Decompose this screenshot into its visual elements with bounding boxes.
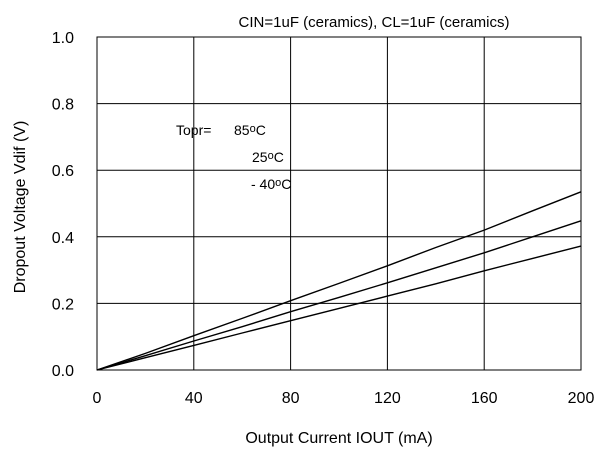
- legend-entry-minus40-value: - 40: [251, 176, 275, 192]
- legend-entry-25-unit: C: [274, 149, 284, 165]
- x-tick-label: 80: [282, 390, 300, 407]
- legend-entry-25: 25oC: [252, 149, 284, 165]
- x-tick-label: 40: [185, 390, 203, 407]
- series-line-1: [96, 220, 582, 371]
- y-tick-labels: 0.0 0.2 0.4 0.6 0.8 1.0: [52, 30, 74, 380]
- legend-entry-85-unit: C: [256, 122, 266, 138]
- x-tick-label: 0: [93, 390, 102, 407]
- x-tick-label: 160: [471, 390, 498, 407]
- x-tick-label: 200: [568, 390, 595, 407]
- y-tick-label: 0.4: [52, 230, 74, 247]
- y-tick-label: 0.8: [52, 97, 74, 114]
- series-line-2: [96, 245, 582, 371]
- legend-entry-85: 85oC: [234, 122, 266, 138]
- legend-title: Topr=: [176, 122, 211, 138]
- x-tick-labels: 0 40 80 120 160 200: [93, 390, 595, 407]
- plot-frame: [96, 36, 582, 371]
- legend-entry-85-degree: o: [250, 123, 256, 135]
- legend-entry-25-value: 25: [252, 149, 268, 165]
- chart-condition-title: CIN=1uF (ceramics), CL=1uF (ceramics): [239, 14, 510, 31]
- legend-entry-minus40-degree: o: [275, 177, 281, 189]
- y-tick-label: 0.0: [52, 363, 74, 380]
- x-tick-label: 120: [374, 390, 401, 407]
- y-axis-title: Dropout Voltage Vdif (V): [12, 121, 29, 294]
- x-axis-title: Output Current IOUT (mA): [245, 430, 432, 447]
- series-line-0: [96, 191, 582, 371]
- grid: [97, 37, 581, 370]
- y-tick-label: 0.2: [52, 296, 74, 313]
- series-lines: [96, 191, 582, 371]
- y-tick-label: 0.6: [52, 163, 74, 180]
- legend: Topr= 85oC 25oC - 40oC: [176, 122, 291, 192]
- legend-entry-85-value: 85: [234, 122, 250, 138]
- legend-entry-minus40: - 40oC: [251, 176, 291, 192]
- legend-entry-25-degree: o: [268, 150, 274, 162]
- y-tick-label: 1.0: [52, 30, 74, 47]
- legend-entry-minus40-unit: C: [281, 176, 291, 192]
